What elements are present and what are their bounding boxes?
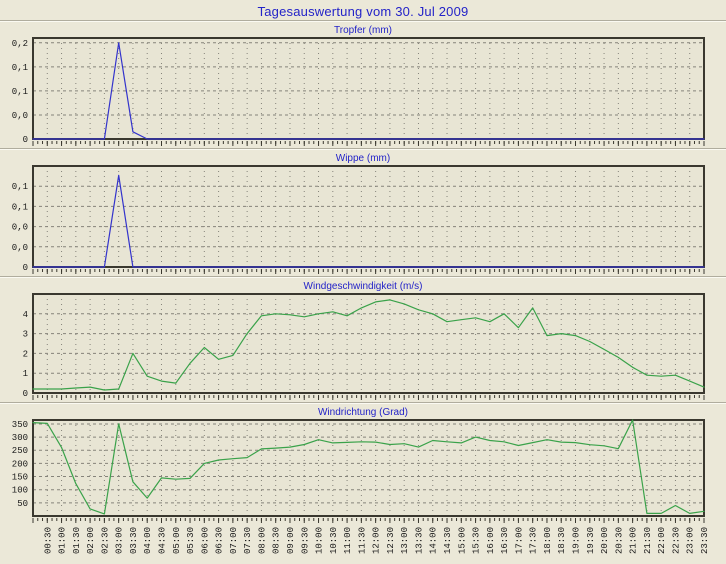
svg-text:02:00: 02:00 [86,527,96,554]
svg-text:0,2: 0,2 [12,39,28,49]
svg-text:16:00: 16:00 [486,527,496,554]
chart-windrichtung: Windrichtung (Grad) 350 300 250 200 150 100 50… [0,407,726,561]
svg-text:21:30: 21:30 [643,527,653,554]
svg-text:12:30: 12:30 [386,527,396,554]
svg-text:18:00: 18:00 [543,527,553,554]
chart-title-windgeschwindigkeit: Windgeschwindigkeit (m/s) [303,281,423,292]
svg-text:02:30: 02:30 [100,527,110,554]
svg-text:2: 2 [23,349,28,359]
svg-text:10:30: 10:30 [329,527,339,554]
svg-text:11:30: 11:30 [357,527,367,554]
svg-text:12:00: 12:00 [372,527,382,554]
svg-text:20:00: 20:00 [600,527,610,554]
svg-text:300: 300 [12,433,28,443]
svg-text:00:30: 00:30 [43,527,53,554]
svg-text:01:00: 01:00 [58,527,68,554]
wippe-plot: 0,1 0,1 0,0 0,0 0 [12,165,705,274]
svg-text:0,1: 0,1 [12,202,28,212]
chart-windgeschwindigkeit: Windgeschwindigkeit (m/s) 4 3 2 1 0 [0,281,726,401]
chart-title-windrichtung: Windrichtung (Grad) [317,407,409,418]
svg-text:0,0: 0,0 [12,223,28,233]
svg-text:14:00: 14:00 [429,527,439,554]
svg-text:0: 0 [23,135,28,145]
svg-text:07:00: 07:00 [229,527,239,554]
svg-text:22:00: 22:00 [657,527,667,554]
svg-text:10:00: 10:00 [315,527,325,554]
svg-text:0,0: 0,0 [12,243,28,253]
svg-text:0: 0 [23,389,28,399]
svg-text:05:00: 05:00 [172,527,182,554]
svg-text:200: 200 [12,459,28,469]
divider [0,276,726,278]
svg-text:08:00: 08:00 [257,527,267,554]
svg-text:18:30: 18:30 [557,527,567,554]
svg-text:08:30: 08:30 [272,527,282,554]
chart-title-wippe: Wippe (mm) [335,153,391,164]
svg-text:20:30: 20:30 [614,527,624,554]
svg-text:13:00: 13:00 [400,527,410,554]
page-header: Tagesauswertung vom 30. Jul 2009 [0,0,726,19]
svg-text:50: 50 [17,499,28,509]
svg-text:17:00: 17:00 [514,527,524,554]
svg-text:16:30: 16:30 [500,527,510,554]
page-title: Tagesauswertung vom 30. Jul 2009 [257,4,469,19]
chart-title-tropfer: Tropfer (mm) [334,25,392,36]
chart-wippe: Wippe (mm) 0,1 0,1 0,0 0,0 0 [0,153,726,275]
svg-text:04:30: 04:30 [157,527,167,554]
svg-text:23:00: 23:00 [686,527,696,554]
svg-text:09:00: 09:00 [286,527,296,554]
svg-text:15:00: 15:00 [457,527,467,554]
svg-text:100: 100 [12,486,28,496]
svg-text:150: 150 [12,473,28,483]
svg-text:07:30: 07:30 [243,527,253,554]
svg-text:0,0: 0,0 [12,111,28,121]
svg-text:19:00: 19:00 [572,527,582,554]
svg-text:0: 0 [23,263,28,273]
svg-text:4: 4 [23,310,28,320]
svg-text:23:30: 23:30 [700,527,710,554]
divider [0,148,726,150]
svg-text:01:30: 01:30 [72,527,82,554]
windrichtung-plot: 350 300 250 200 150 100 50 00:30 01:00 01:30 02:00… [12,419,710,554]
svg-text:03:00: 03:00 [115,527,125,554]
svg-text:03:30: 03:30 [129,527,139,554]
svg-text:22:30: 22:30 [671,527,681,554]
svg-text:1: 1 [23,369,28,379]
svg-text:17:30: 17:30 [529,527,539,554]
tropfer-plot: 0,2 0,1 0,1 0,0 0 [12,37,705,146]
svg-text:05:30: 05:30 [186,527,196,554]
svg-text:21:00: 21:00 [629,527,639,554]
divider [0,20,726,22]
svg-text:3: 3 [23,330,28,340]
svg-text:14:30: 14:30 [443,527,453,554]
svg-text:04:00: 04:00 [143,527,153,554]
svg-text:350: 350 [12,420,28,430]
svg-text:0,1: 0,1 [12,63,28,73]
svg-text:06:00: 06:00 [200,527,210,554]
svg-text:13:30: 13:30 [414,527,424,554]
svg-text:250: 250 [12,446,28,456]
svg-text:19:30: 19:30 [586,527,596,554]
windgeschwindigkeit-plot: 4 3 2 1 0 [23,293,705,400]
svg-text:0,1: 0,1 [12,87,28,97]
svg-text:11:00: 11:00 [343,527,353,554]
divider [0,402,726,404]
svg-text:09:30: 09:30 [300,527,310,554]
svg-text:06:30: 06:30 [215,527,225,554]
svg-text:15:30: 15:30 [472,527,482,554]
svg-text:0,1: 0,1 [12,182,28,192]
chart-tropfer: Tropfer (mm) 0,2 0,1 0,1 0,0 0 [0,25,726,147]
